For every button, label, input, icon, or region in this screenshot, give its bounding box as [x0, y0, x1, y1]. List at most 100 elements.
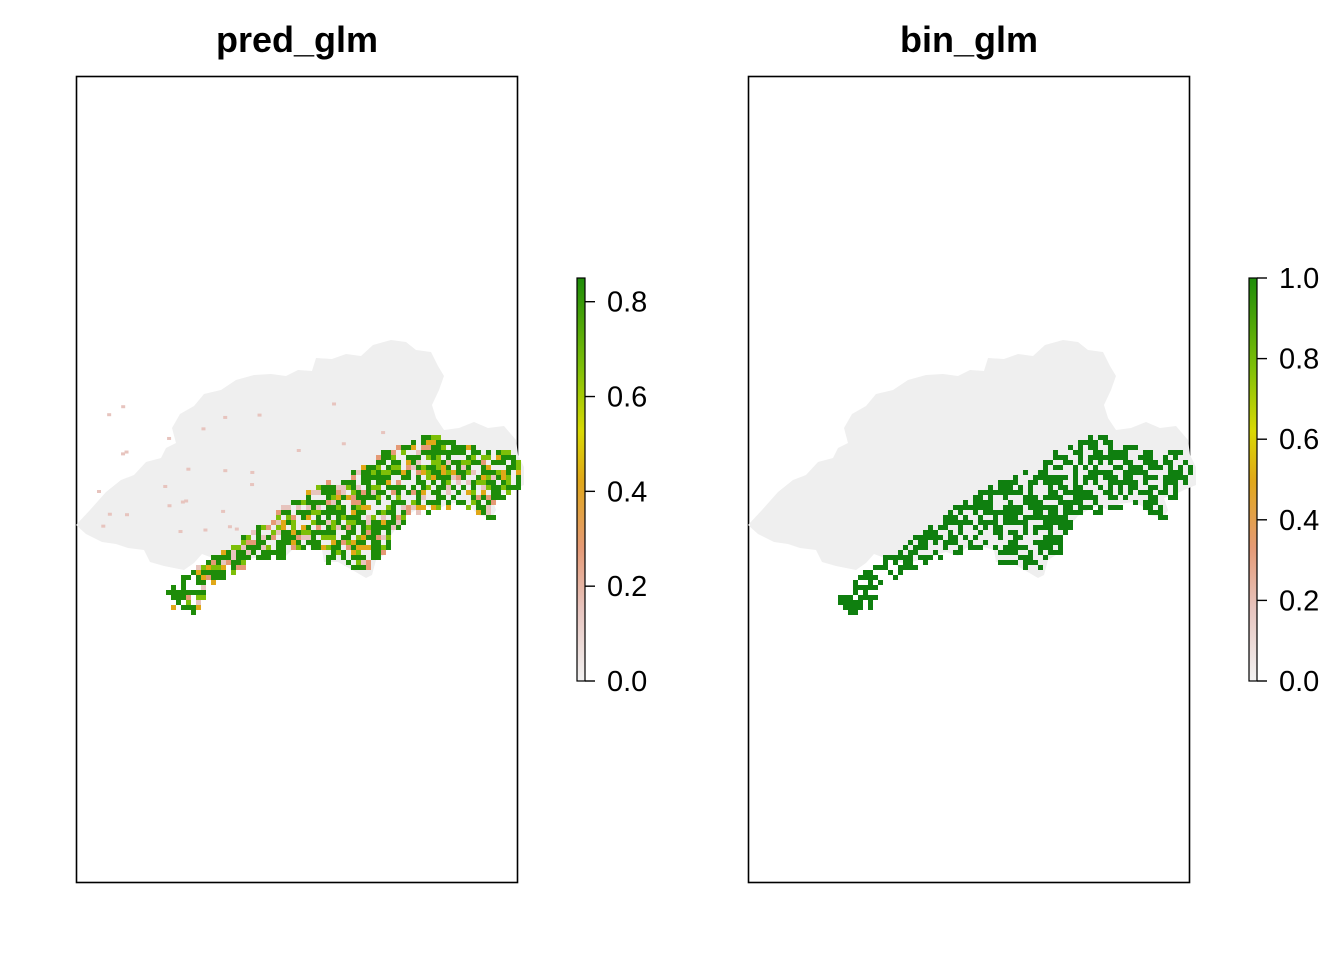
raster-cell [1143, 460, 1148, 465]
color-legend: 0.0 0.2 0.4 0.6 0.8 [576, 277, 647, 698]
raster-cell [316, 515, 321, 520]
raster-cell [1063, 505, 1068, 510]
raster-cell [351, 550, 356, 555]
raster-cell [496, 460, 501, 465]
raster-cell [1113, 495, 1118, 500]
raster-cell [396, 470, 401, 475]
raster-cell [431, 435, 436, 440]
raster-cell [356, 500, 361, 505]
raster-cell [973, 495, 978, 500]
raster-cell [993, 515, 998, 520]
raster-cell [1033, 495, 1038, 500]
raster-cell [181, 595, 186, 600]
raster-cell [316, 505, 321, 510]
raster-cell [296, 500, 301, 505]
raster-cell [326, 505, 331, 510]
raster-cell [381, 525, 386, 530]
raster-cell [858, 585, 863, 590]
raster-cell [1118, 485, 1123, 490]
raster-cell [1068, 520, 1073, 525]
raster-cell [386, 465, 391, 470]
raster-cell [1128, 475, 1133, 480]
raster-cell [948, 535, 953, 540]
raster-cell [401, 510, 406, 515]
raster-cell [371, 515, 376, 520]
raster-cell [351, 555, 356, 560]
raster-cell [196, 590, 201, 595]
raster-cell [476, 495, 481, 500]
raster-cell [256, 545, 261, 550]
raster-cell [227, 525, 232, 529]
raster-cell [306, 530, 311, 535]
raster-cell [1053, 535, 1058, 540]
raster-cell [107, 413, 112, 417]
raster-cell [331, 545, 336, 550]
raster-cell [466, 480, 471, 485]
raster-cell [361, 545, 366, 550]
raster-cell [1098, 505, 1103, 510]
raster-cell [853, 590, 858, 595]
raster-cell [471, 485, 476, 490]
legend-colorbar [1248, 277, 1258, 682]
raster-cell [516, 475, 521, 480]
raster-cell [506, 485, 511, 490]
raster-cell [496, 485, 501, 490]
raster-cell [486, 450, 491, 455]
raster-cell [301, 515, 306, 520]
raster-cell [1003, 520, 1008, 525]
raster-cell [366, 465, 371, 470]
raster-cell [301, 535, 306, 540]
raster-cell [988, 485, 993, 490]
raster-cell [426, 510, 431, 515]
raster-cell [124, 450, 129, 454]
raster-cell [331, 510, 336, 515]
raster-cell [231, 565, 236, 570]
raster-cell [336, 520, 341, 525]
raster-cell [121, 452, 126, 456]
raster-cell [1088, 490, 1093, 495]
raster-cell [441, 460, 446, 465]
raster-cell [351, 500, 356, 505]
raster-cell [361, 490, 366, 495]
raster-cell [466, 470, 471, 475]
raster-cell [366, 475, 371, 480]
raster-cell [1158, 505, 1163, 510]
raster-cell [1073, 495, 1078, 500]
raster-cell [1143, 450, 1148, 455]
raster-cell [1148, 455, 1153, 460]
raster-cell [1148, 505, 1153, 510]
raster-cell [903, 545, 908, 550]
raster-cell [471, 445, 476, 450]
raster-cell [346, 545, 351, 550]
raster-cell [107, 512, 112, 516]
raster-cell [1008, 545, 1013, 550]
raster-cell [1053, 510, 1058, 515]
raster-cell [461, 450, 466, 455]
raster-cell [231, 570, 236, 575]
raster-cell [1043, 555, 1048, 560]
raster-cell [1093, 480, 1098, 485]
raster-cell [186, 590, 191, 595]
raster-cell [1028, 550, 1033, 555]
raster-cell [1048, 525, 1053, 530]
raster-cell [376, 455, 381, 460]
raster-cell [416, 505, 421, 510]
raster-cell [1078, 455, 1083, 460]
raster-cell [1028, 485, 1033, 490]
raster-cell [1163, 455, 1168, 460]
raster-cell [421, 505, 426, 510]
raster-cell [163, 484, 168, 488]
raster-cell [486, 515, 491, 520]
raster-cell [1008, 515, 1013, 520]
raster-cell [201, 590, 206, 595]
raster-cell [316, 530, 321, 535]
raster-cell [1058, 540, 1063, 545]
raster-cell [376, 470, 381, 475]
raster-cell [241, 560, 246, 565]
raster-cell [958, 525, 963, 530]
raster-cell [1098, 455, 1103, 460]
raster-cell [441, 465, 446, 470]
raster-cell [466, 460, 471, 465]
raster-cell [261, 555, 266, 560]
raster-cell [1108, 475, 1113, 480]
